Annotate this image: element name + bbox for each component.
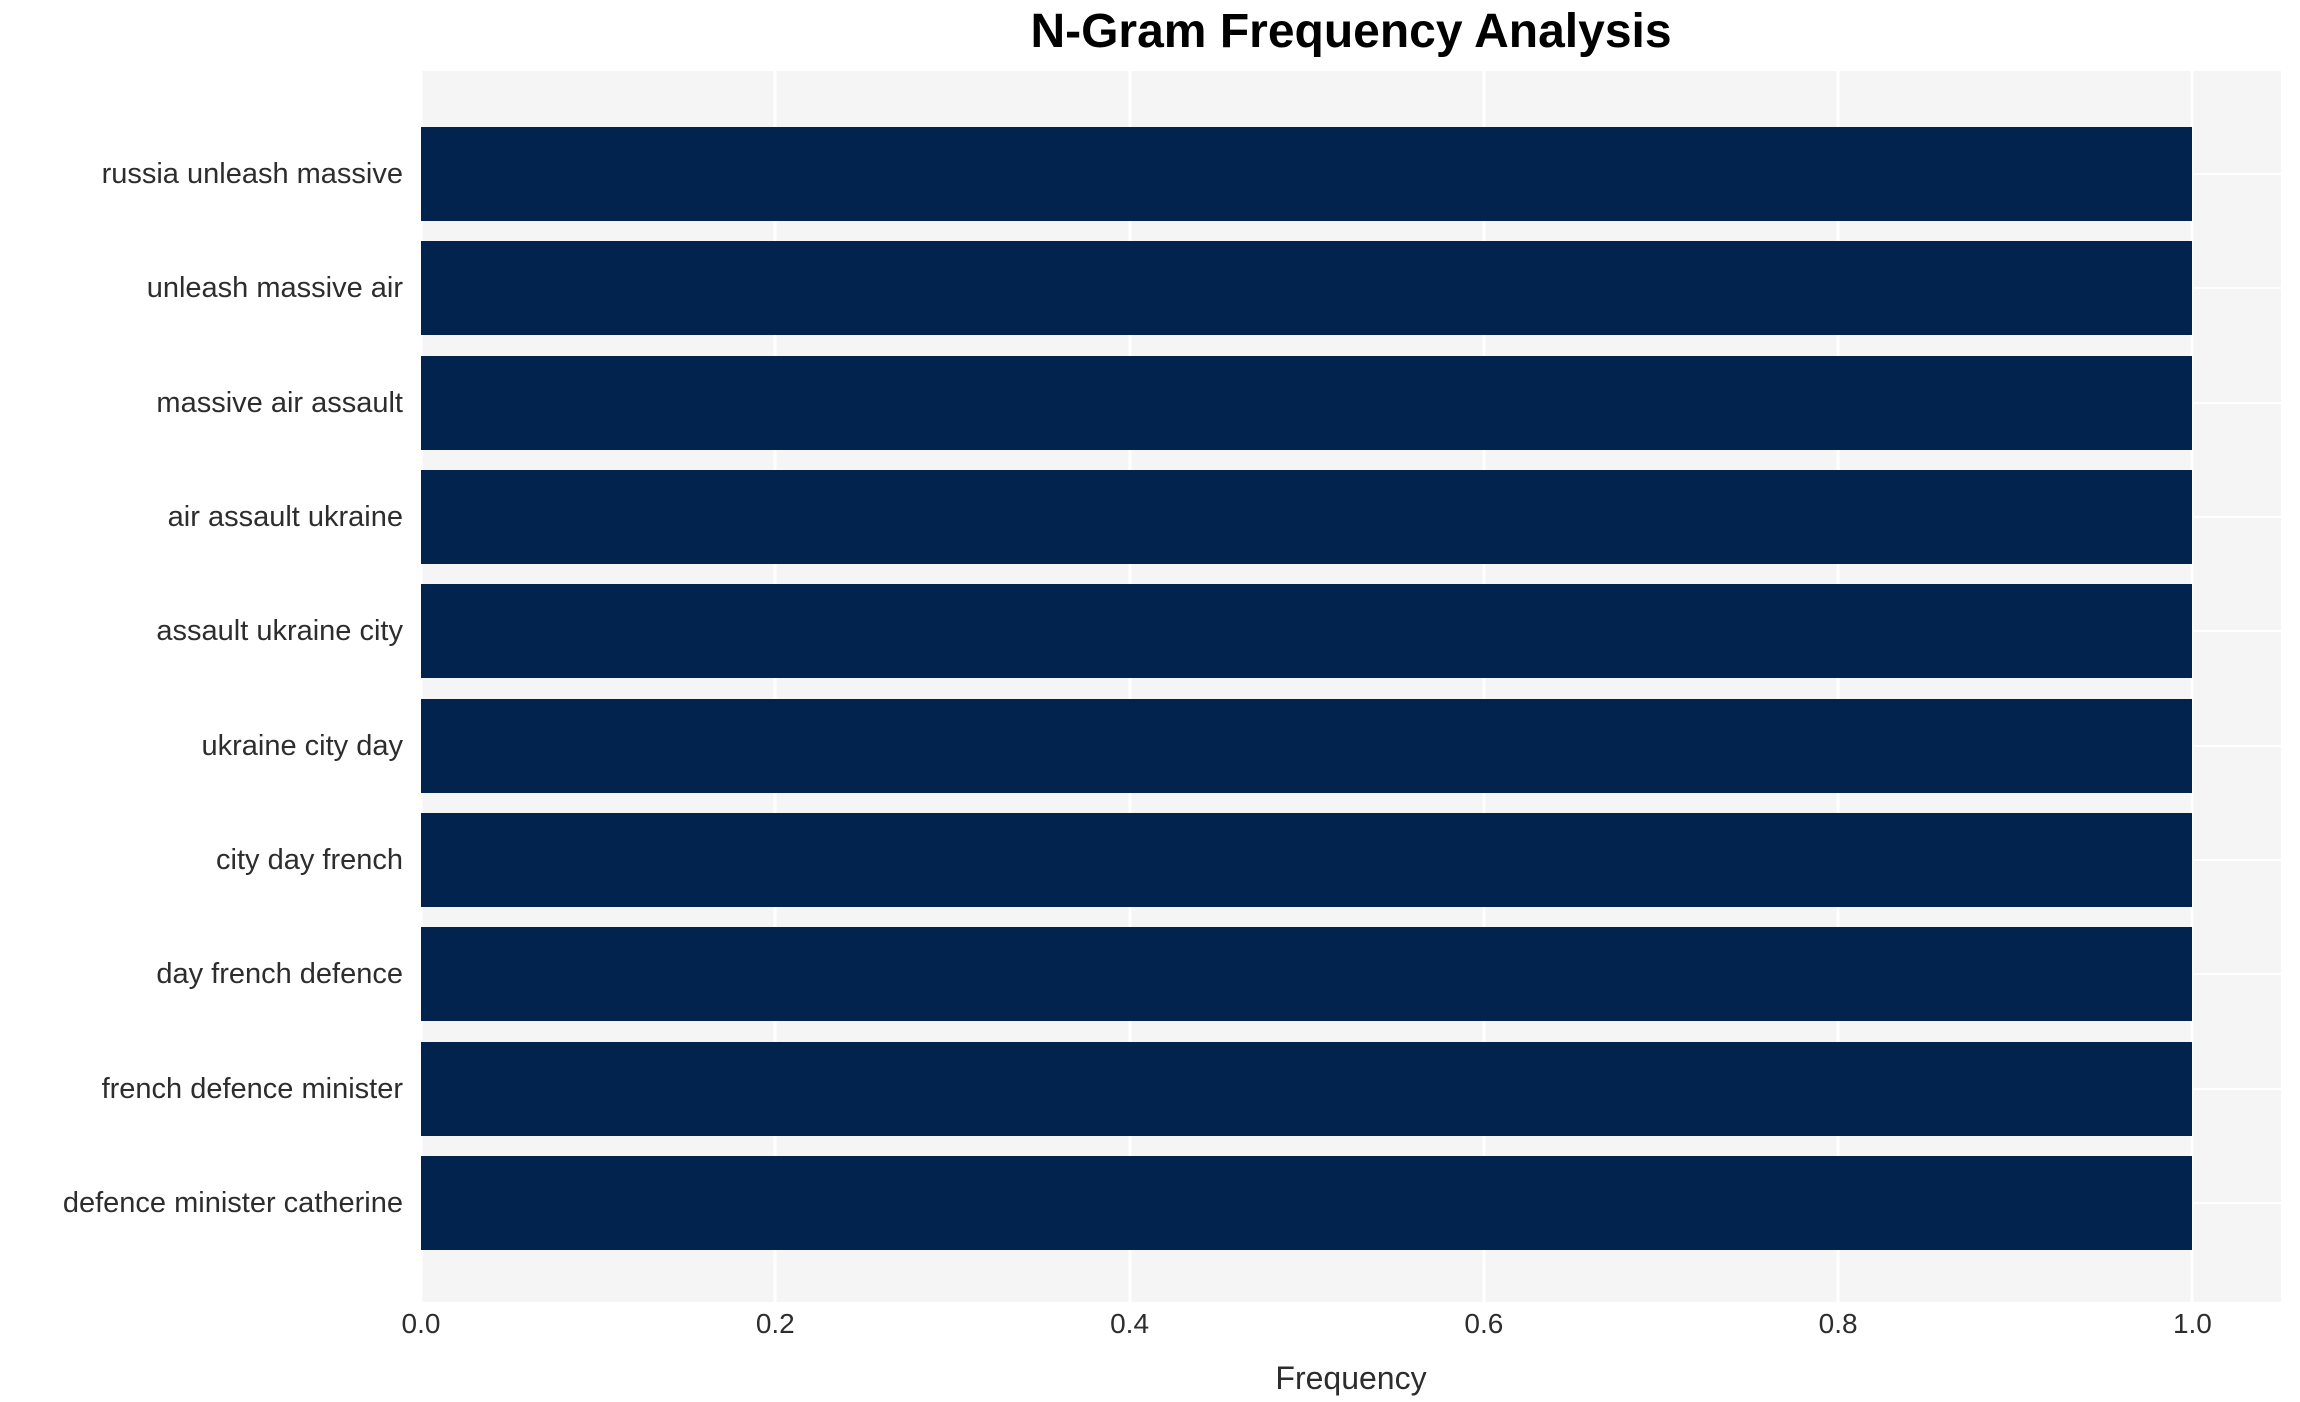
y-axis-label: defence minister catherine [62,1187,403,1219]
bar-row [421,127,2281,221]
bar-row [421,927,2281,1021]
y-axis-label: ukraine city day [201,730,404,762]
plot-area [421,71,2281,1302]
y-axis: russia unleash massive unleash massive a… [0,71,421,1302]
x-tick-label: 0.2 [755,1308,795,1339]
y-axis-label: city day french [216,844,403,876]
x-tick-label: 0.4 [1110,1308,1150,1339]
x-axis-title: Frequency [1275,1360,1427,1396]
bar-row [421,813,2281,907]
bar [421,356,2193,450]
y-axis-label: assault ukraine city [156,615,403,647]
x-axis: 0.0 0.2 0.4 0.6 0.8 1.0 [402,1308,2281,1348]
bar-row [421,356,2281,450]
y-axis-label: unleash massive air [146,272,403,304]
bar-row [421,470,2281,564]
x-tick-label: 0.6 [1464,1308,1504,1339]
bar [421,1042,2193,1136]
gridline-vertical [1836,71,1840,1302]
bar-row [421,584,2281,678]
y-axis-label: day french defence [156,958,403,990]
bar [421,813,2193,907]
chart-title: N-Gram Frequency Analysis [1030,5,1672,58]
y-axis-label: air assault ukraine [167,501,403,533]
bar-row [421,241,2281,335]
bar [421,927,2193,1021]
y-axis-label: massive air assault [156,387,403,419]
gridline-vertical [1482,71,1486,1302]
bar [421,241,2193,335]
y-axis-label: russia unleash massive [101,158,403,190]
gridline-vertical [773,71,777,1302]
bar [421,699,2193,793]
bar [421,127,2193,221]
gridline-vertical [421,71,423,1302]
bar-row [421,1156,2281,1250]
bar [421,584,2193,678]
bar [421,1156,2193,1250]
x-tick-label: 1.0 [2172,1308,2212,1339]
y-axis-label: french defence minister [101,1073,403,1105]
gridline-vertical [1128,71,1132,1302]
bar-row [421,699,2281,793]
bar-row [421,1042,2281,1136]
gridline-vertical [2190,71,2194,1302]
bar [421,470,2193,564]
x-tick-label: 0.0 [401,1308,441,1339]
x-tick-label: 0.8 [1818,1308,1858,1339]
